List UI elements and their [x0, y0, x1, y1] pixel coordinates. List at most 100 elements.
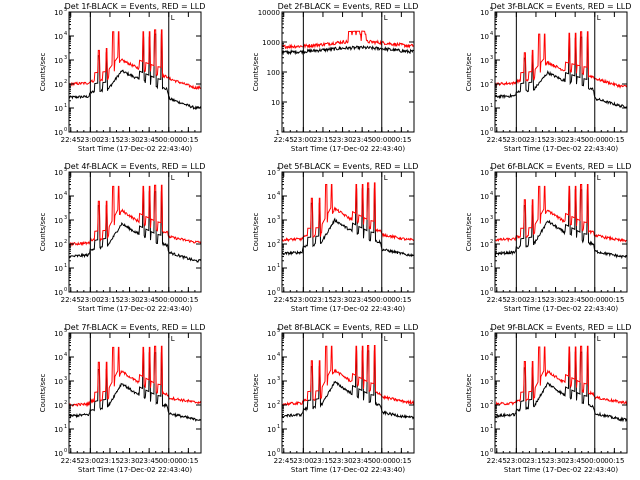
x-tick-label: 23:15: [100, 136, 120, 144]
y-tick-exponent: 5: [277, 328, 280, 334]
marker-label: L: [384, 335, 388, 343]
y-tick-exponent: 2: [277, 239, 280, 245]
y-tick-label: 10: [480, 354, 489, 362]
x-tick-label: 22:45: [61, 457, 81, 465]
x-tick-label: 23:30: [545, 457, 565, 465]
y-tick-exponent: 1: [490, 103, 493, 109]
y-tick-exponent: 3: [64, 376, 67, 382]
y-tick-exponent: 0: [64, 127, 67, 133]
y-tick-exponent: 0: [277, 287, 280, 293]
marker-label: L: [384, 174, 388, 182]
panel-title: Det 4f-BLACK = Events, RED = LLD: [65, 162, 206, 171]
x-tick-label: 23:45: [565, 296, 585, 304]
y-tick-label: 10: [480, 217, 489, 225]
y-axis-label: Counts/sec: [465, 374, 473, 413]
y-tick-exponent: 4: [277, 191, 280, 197]
x-tick-label: 23:45: [565, 457, 585, 465]
y-tick-label: 10: [271, 99, 280, 107]
marker-label: L: [597, 174, 601, 182]
x-tick-label: 23:30: [119, 457, 139, 465]
y-tick-exponent: 2: [277, 400, 280, 406]
y-tick-label: 100: [267, 69, 280, 77]
y-tick-exponent: 2: [490, 400, 493, 406]
y-tick-label: 10: [54, 426, 63, 434]
y-tick-exponent: 2: [64, 79, 67, 85]
y-tick-exponent: 3: [277, 376, 280, 382]
y-tick-label: 10: [54, 9, 63, 17]
x-tick-label: 23:30: [332, 296, 352, 304]
y-tick-label: 10: [54, 217, 63, 225]
y-tick-label: 10: [480, 330, 489, 338]
x-tick-label: 00:00: [585, 457, 605, 465]
y-tick-exponent: 3: [64, 215, 67, 221]
y-tick-label: 10: [480, 265, 489, 273]
plot-frame: [68, 332, 202, 454]
y-tick-label: 10: [480, 9, 489, 17]
x-tick-label: 23:30: [119, 296, 139, 304]
y-tick-label: 10: [480, 241, 489, 249]
y-axis-label: Counts/sec: [465, 213, 473, 252]
x-tick-label: 00:15: [391, 296, 411, 304]
y-tick-label: 10: [480, 402, 489, 410]
x-tick-label: 23:15: [313, 136, 333, 144]
y-axis-label: Counts/sec: [39, 213, 47, 252]
panel-title: Det 6f-BLACK = Events, RED = LLD: [491, 162, 632, 171]
y-tick-exponent: 2: [64, 400, 67, 406]
lld-series-line: [495, 31, 627, 89]
plot-frame: [68, 171, 202, 293]
x-tick-label: 23:45: [139, 136, 159, 144]
lld-series-line: [282, 345, 414, 407]
x-tick-label: 23:00: [80, 296, 100, 304]
x-tick-label: 23:15: [313, 296, 333, 304]
y-tick-exponent: 2: [490, 239, 493, 245]
marker-label: L: [384, 14, 388, 22]
y-axis-label: Counts/sec: [39, 374, 47, 413]
y-tick-label: 10: [480, 33, 489, 41]
x-tick-label: 00:00: [159, 296, 179, 304]
events-series-line: [495, 36, 627, 109]
y-tick-label: 10: [267, 241, 276, 249]
y-tick-label: 10: [54, 105, 63, 113]
x-tick-label: 23:00: [293, 457, 313, 465]
lld-series-line: [282, 30, 414, 50]
x-tick-label: 22:45: [274, 457, 294, 465]
x-tick-label: 23:00: [506, 136, 526, 144]
y-tick-label: 10: [54, 193, 63, 201]
y-tick-exponent: 4: [64, 352, 67, 358]
y-tick-label: 10: [54, 265, 63, 273]
events-series-line: [282, 44, 414, 56]
y-tick-exponent: 0: [490, 287, 493, 293]
y-tick-exponent: 0: [490, 127, 493, 133]
marker-label: L: [171, 174, 175, 182]
y-tick-label: 10: [267, 354, 276, 362]
x-tick-label: 23:00: [506, 457, 526, 465]
y-tick-label: 10: [54, 81, 63, 89]
x-tick-label: 23:00: [506, 296, 526, 304]
y-tick-label: 10: [54, 33, 63, 41]
y-tick-exponent: 1: [64, 263, 67, 269]
x-tick-label: 00:15: [178, 457, 198, 465]
x-tick-label: 00:15: [604, 296, 624, 304]
plot-frame: [281, 171, 415, 293]
events-series-line: [282, 188, 414, 258]
x-tick-label: 00:00: [585, 136, 605, 144]
y-tick-exponent: 0: [64, 287, 67, 293]
y-tick-exponent: 5: [490, 167, 493, 173]
x-tick-label: 22:45: [487, 457, 507, 465]
x-tick-label: 00:15: [178, 296, 198, 304]
panel-title: Det 3f-BLACK = Events, RED = LLD: [491, 2, 632, 11]
x-tick-label: 00:15: [604, 136, 624, 144]
y-tick-label: 10: [54, 378, 63, 386]
y-tick-exponent: 5: [277, 167, 280, 173]
lld-series-line: [495, 184, 627, 243]
y-tick-label: 10: [267, 217, 276, 225]
x-axis-label: Start Time (17-Dec-02 22:43:40): [78, 305, 192, 313]
y-tick-label: 10: [480, 450, 489, 458]
lld-series-line: [69, 29, 201, 91]
lld-series-line: [282, 182, 414, 243]
y-tick-exponent: 3: [490, 215, 493, 221]
y-tick-label: 10: [54, 57, 63, 65]
y-tick-label: 10: [267, 193, 276, 201]
